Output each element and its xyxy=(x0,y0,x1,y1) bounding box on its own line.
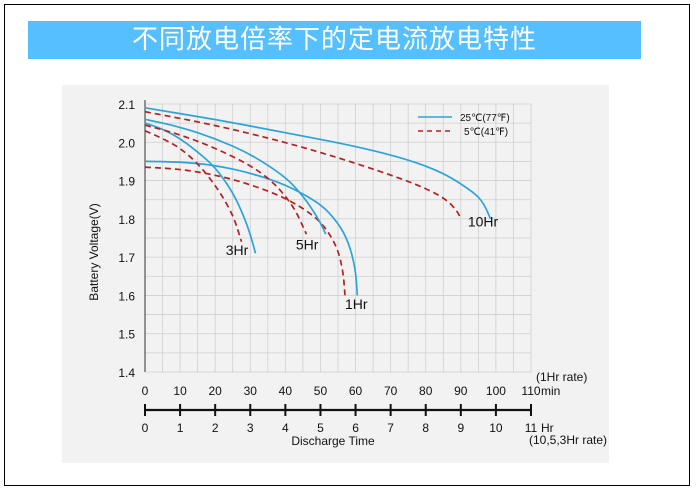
y-tick-label: 1.5 xyxy=(118,328,135,342)
slide-frame xyxy=(4,4,690,486)
x-min-unit-label: min xyxy=(541,384,560,398)
x-hr-tick-label: 5 xyxy=(317,421,324,435)
x-hr-tick-label: 2 xyxy=(212,421,219,435)
x-min-tick-label: 10 xyxy=(173,384,187,398)
x-hr-tick-label: 3 xyxy=(247,421,254,435)
x-hr-tick-label: 8 xyxy=(422,421,429,435)
series-line-7 xyxy=(144,106,492,220)
x-hr-tick-label: 10 xyxy=(489,421,503,435)
x-min-tick-label: 60 xyxy=(349,384,363,398)
series-line-3 xyxy=(144,122,257,254)
y-tick-label: 1.9 xyxy=(118,175,135,189)
y-tick-label: 1.7 xyxy=(118,251,135,265)
x-min-tick-label: 100 xyxy=(486,384,506,398)
x-min-tick-label: 70 xyxy=(384,384,398,398)
series-line-2 xyxy=(144,166,346,296)
y-tick-label: 2.0 xyxy=(118,136,135,150)
y-tick-label: 2.1 xyxy=(118,98,135,112)
curve-label: 1Hr xyxy=(345,296,368,312)
x-hr-tick-label: 9 xyxy=(457,421,464,435)
chart-axes: 1.41.51.61.71.81.92.02.10 10 20 30 40 50 60 70 8… xyxy=(118,98,607,447)
x-min-rate-label: (1Hr rate) xyxy=(536,370,587,384)
x-min-tick-label: 50 xyxy=(314,384,328,398)
series-line-1 xyxy=(144,160,359,296)
x-min-tick-label: 20 xyxy=(209,384,223,398)
x-min-tick-label: 30 xyxy=(244,384,258,398)
x-hr-rate-label: (10,5,3Hr rate) xyxy=(529,433,607,447)
y-tick-label: 1.8 xyxy=(118,213,135,227)
x-hr-tick-label: 4 xyxy=(282,421,289,435)
legend-label-25c: 25℃(77℉) xyxy=(460,113,510,124)
chart-background xyxy=(62,85,609,463)
x-min-tick-label: 0 xyxy=(142,384,149,398)
y-axis-title: Battery Voltage(V) xyxy=(87,203,101,300)
series-line-4 xyxy=(144,130,243,243)
x-axis-title: Discharge Time xyxy=(291,434,375,448)
x-min-tick-label: 90 xyxy=(454,384,468,398)
x-hr-unit-label: Hr xyxy=(541,421,554,435)
x-min-tick-label: 40 xyxy=(279,384,293,398)
x-hr-tick-label: 6 xyxy=(352,421,359,435)
curve-label: 3Hr xyxy=(226,242,249,258)
x-hr-tick-label: 0 xyxy=(142,421,149,435)
legend-label-5c: 5℃(41℉) xyxy=(464,127,508,138)
chart-series xyxy=(144,106,492,296)
series-line-6 xyxy=(144,124,308,235)
legend: 25℃(77℉) 5℃(41℉) xyxy=(418,113,510,138)
x-hr-tick-label: 1 xyxy=(177,421,184,435)
curve-label: 10Hr xyxy=(468,214,499,230)
series-line-5 xyxy=(144,118,327,235)
chart-labels: 3Hr 5Hr 1Hr 10Hr xyxy=(226,214,499,312)
x-hr-tick-label: 11 xyxy=(525,421,538,435)
x-min-tick-label: 110 xyxy=(521,384,540,398)
x-hr-tick-label: 7 xyxy=(387,421,394,435)
y-tick-label: 1.6 xyxy=(118,289,135,303)
curve-label: 5Hr xyxy=(296,236,319,252)
page-title: 不同放电倍率下的定电流放电特性 xyxy=(28,21,641,59)
y-tick-label: 1.4 xyxy=(118,366,135,380)
x-min-tick-label: 80 xyxy=(419,384,433,398)
